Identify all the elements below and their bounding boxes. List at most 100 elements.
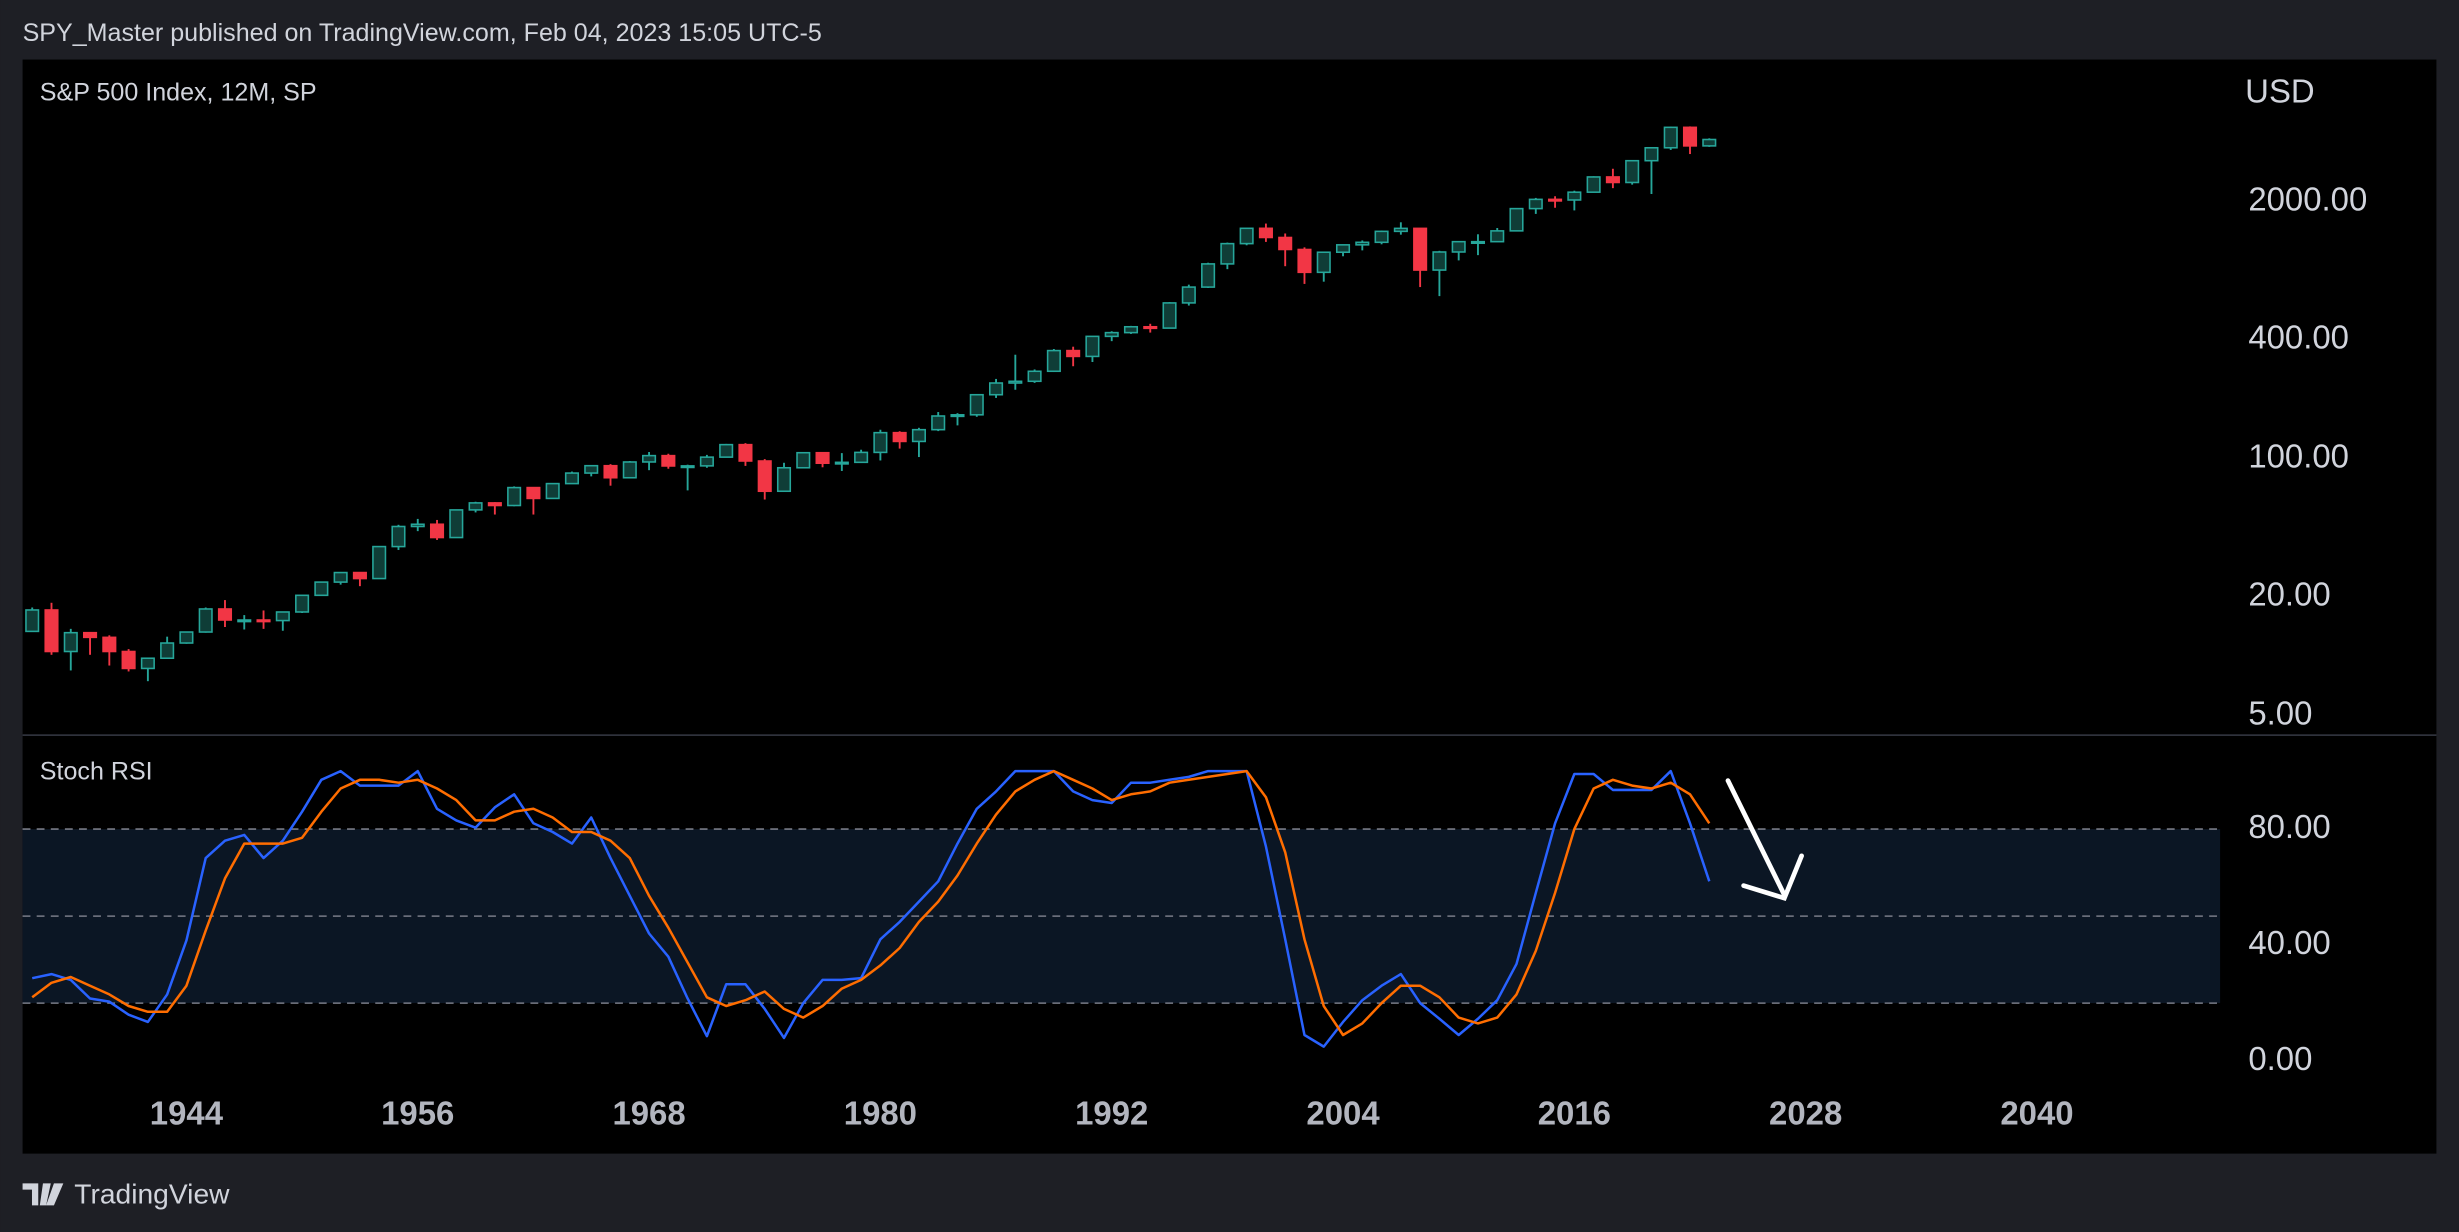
y-tick-label: 5.00 (2248, 695, 2312, 732)
footer-logo (22, 1183, 64, 1206)
candle-body (314, 581, 329, 597)
candle-body (333, 571, 348, 583)
x-tick-label: 2028 (1769, 1095, 1842, 1132)
candle-body (449, 509, 464, 539)
candle-body (642, 454, 657, 463)
candle-body (1143, 325, 1158, 330)
candle-body (699, 456, 714, 467)
y-tick-label: 80.00 (2248, 808, 2330, 845)
indicator-title: Stoch RSI (40, 757, 153, 785)
candle-body (1644, 146, 1659, 162)
candle-body (1374, 230, 1389, 244)
candle-body (1297, 248, 1312, 274)
x-tick-label: 1956 (381, 1095, 454, 1132)
candle-body (1702, 138, 1717, 147)
candle-body (429, 523, 445, 539)
candle-body (1027, 370, 1042, 383)
candle-body (121, 650, 136, 670)
candle-body (217, 608, 233, 621)
candle-body (1085, 335, 1100, 358)
candle-body (950, 414, 965, 418)
candle-body (44, 609, 59, 653)
candle-body (1490, 230, 1505, 243)
candle-body (1220, 242, 1235, 265)
candle-body (372, 545, 387, 580)
candle-body (873, 431, 888, 454)
candle-body (1682, 126, 1698, 147)
candle-body (1567, 191, 1582, 201)
arrow-shaft (1725, 778, 1787, 898)
candle-body (160, 642, 175, 660)
logo-icon (22, 1183, 64, 1206)
candle-body (1663, 126, 1678, 149)
candle-body (1258, 227, 1273, 239)
candle-body (1066, 349, 1081, 358)
candle-body (757, 460, 772, 493)
price-title: S&P 500 Index, 12M, SP (40, 79, 317, 107)
y-axis-label: USD (2245, 73, 2314, 110)
candle-body (661, 454, 676, 467)
candle-body (1528, 198, 1543, 210)
candle-body (1548, 198, 1563, 202)
candle-body (1316, 251, 1331, 274)
candle-body (1046, 349, 1061, 373)
band-fill (22, 829, 2221, 1004)
x-tick-label: 1980 (844, 1095, 917, 1132)
candle-body (969, 393, 984, 416)
candle-body (82, 631, 98, 639)
x-tick-label: 1992 (1075, 1095, 1148, 1132)
candle-body (1625, 159, 1640, 184)
candle-body (622, 461, 637, 479)
candle-body (603, 464, 618, 479)
candle-body (584, 464, 599, 474)
x-tick-label: 2040 (2000, 1095, 2073, 1132)
candle-body (1008, 380, 1023, 384)
candle-body (275, 611, 290, 622)
candle-body (892, 431, 907, 443)
candle-body (352, 571, 367, 580)
candle-body (854, 451, 869, 464)
candle-body (410, 523, 425, 528)
candle-body (1201, 263, 1216, 288)
candle-body (1509, 207, 1524, 232)
candle-body (256, 619, 271, 623)
candle-body (526, 486, 541, 500)
y-tick-label: 40.00 (2248, 924, 2330, 961)
candle-body (989, 382, 1004, 396)
candle-body (796, 451, 811, 469)
y-tick-label: 400.00 (2248, 319, 2349, 356)
candle-body (468, 502, 483, 511)
x-tick-label: 1944 (150, 1095, 224, 1132)
candle-body (1104, 331, 1119, 338)
series-line (31, 769, 1711, 1048)
candle-body (1355, 241, 1370, 246)
candle-body (1586, 176, 1601, 193)
plot-layer: 2000.00 400.00 100.00 20.00 5.00 80.00 40.00 0.… (22, 126, 2367, 1132)
candle-body (680, 465, 695, 469)
candle-body (198, 608, 213, 633)
y-tick-label: 20.00 (2248, 576, 2330, 613)
candle-body (140, 657, 155, 670)
x-tick-label: 2004 (1306, 1095, 1380, 1132)
candle-body (179, 631, 194, 644)
candle-body (834, 461, 849, 465)
candle-body (1393, 227, 1408, 233)
candle-body (63, 631, 78, 653)
candle-body (1432, 251, 1447, 271)
candle-body (564, 472, 580, 485)
candle-body (1335, 244, 1351, 254)
candle-body (931, 415, 946, 431)
candle-body (545, 482, 560, 500)
annotation-arrow (1725, 778, 1804, 902)
y-tick-label: 2000.00 (2248, 181, 2367, 218)
candle-body (1605, 176, 1620, 184)
candle-body (1451, 240, 1466, 253)
candle-body (237, 619, 252, 623)
candle-body (295, 594, 310, 613)
header: SPY_Master published on TradingView.com,… (23, 19, 822, 47)
candle-body (102, 636, 117, 653)
candle-body (1181, 286, 1196, 304)
candle-body (738, 443, 753, 462)
candle-body (25, 609, 40, 633)
